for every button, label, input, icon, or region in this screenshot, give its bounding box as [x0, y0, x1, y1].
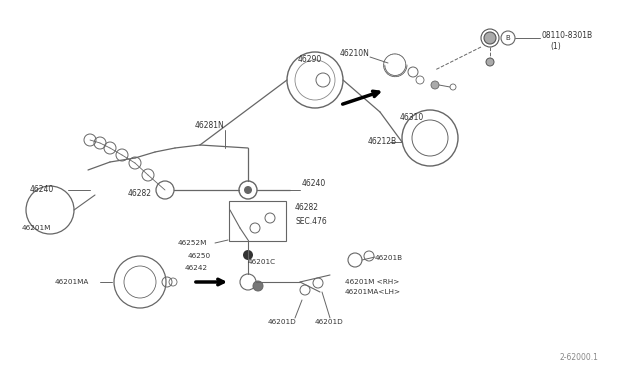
Text: 46252M: 46252M [178, 240, 207, 246]
Text: 46281N: 46281N [195, 121, 225, 129]
Text: 46201D: 46201D [268, 319, 297, 325]
Text: 2-62000.1: 2-62000.1 [560, 353, 599, 362]
Text: 46282: 46282 [128, 189, 152, 198]
Circle shape [484, 32, 496, 44]
Text: SEC.476: SEC.476 [295, 218, 327, 227]
Text: (1): (1) [550, 42, 561, 51]
Text: 08110-8301B: 08110-8301B [542, 31, 593, 39]
Circle shape [243, 250, 253, 260]
Circle shape [253, 281, 263, 291]
Circle shape [412, 120, 448, 156]
Text: 46240: 46240 [30, 186, 54, 195]
Text: 46242: 46242 [185, 265, 208, 271]
Circle shape [402, 110, 458, 166]
Text: 46210N: 46210N [340, 48, 370, 58]
Text: 46212B: 46212B [368, 138, 397, 147]
Circle shape [244, 186, 252, 194]
Text: 46250: 46250 [188, 253, 211, 259]
Text: 46201B: 46201B [375, 255, 403, 261]
FancyBboxPatch shape [229, 201, 286, 241]
Text: 46282: 46282 [295, 203, 319, 212]
Text: 46201M: 46201M [22, 225, 51, 231]
Text: 46201D: 46201D [315, 319, 344, 325]
Text: 46201C: 46201C [248, 259, 276, 265]
Text: 46310: 46310 [400, 113, 424, 122]
Text: B: B [506, 35, 510, 41]
Circle shape [486, 58, 494, 66]
Text: 46240: 46240 [302, 180, 326, 189]
Text: 46201MA: 46201MA [55, 279, 90, 285]
Text: 46201M <RH>: 46201M <RH> [345, 279, 399, 285]
Text: 46201MA<LH>: 46201MA<LH> [345, 289, 401, 295]
Text: 46290: 46290 [298, 55, 323, 64]
Circle shape [431, 81, 439, 89]
